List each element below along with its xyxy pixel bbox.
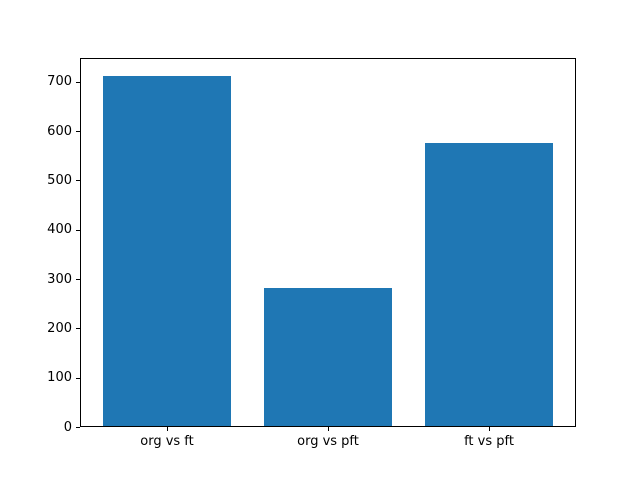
x-tick-mark bbox=[328, 427, 329, 431]
y-tick-label: 100 bbox=[47, 370, 72, 386]
y-tick-label: 300 bbox=[47, 271, 72, 287]
y-tick-mark bbox=[76, 328, 80, 330]
y-tick-mark bbox=[76, 81, 80, 83]
y-tick-mark bbox=[76, 131, 80, 132]
y-tick-mark bbox=[76, 377, 80, 379]
y-tick-label: 0 bbox=[63, 419, 72, 435]
x-tick-label: org vs ft bbox=[140, 434, 194, 449]
y-tick-mark bbox=[76, 427, 80, 428]
bar-org-vs-pft bbox=[263, 288, 393, 426]
y-tick-label: 400 bbox=[47, 222, 72, 238]
y-tick-mark bbox=[76, 279, 80, 280]
bar-org-vs-ft bbox=[102, 75, 232, 426]
x-tick-label: org vs pft bbox=[297, 434, 359, 449]
x-tick-mark bbox=[167, 427, 168, 431]
y-tick-label: 700 bbox=[47, 74, 72, 90]
y-tick-label: 600 bbox=[47, 123, 72, 139]
y-tick-label: 200 bbox=[47, 320, 72, 336]
y-tick-mark bbox=[76, 229, 80, 231]
x-tick-label: ft vs pft bbox=[464, 434, 514, 449]
y-tick-mark bbox=[76, 180, 80, 182]
x-tick-mark bbox=[489, 427, 490, 431]
y-tick-label: 500 bbox=[47, 172, 72, 188]
bar-ft-vs-pft bbox=[424, 143, 554, 426]
